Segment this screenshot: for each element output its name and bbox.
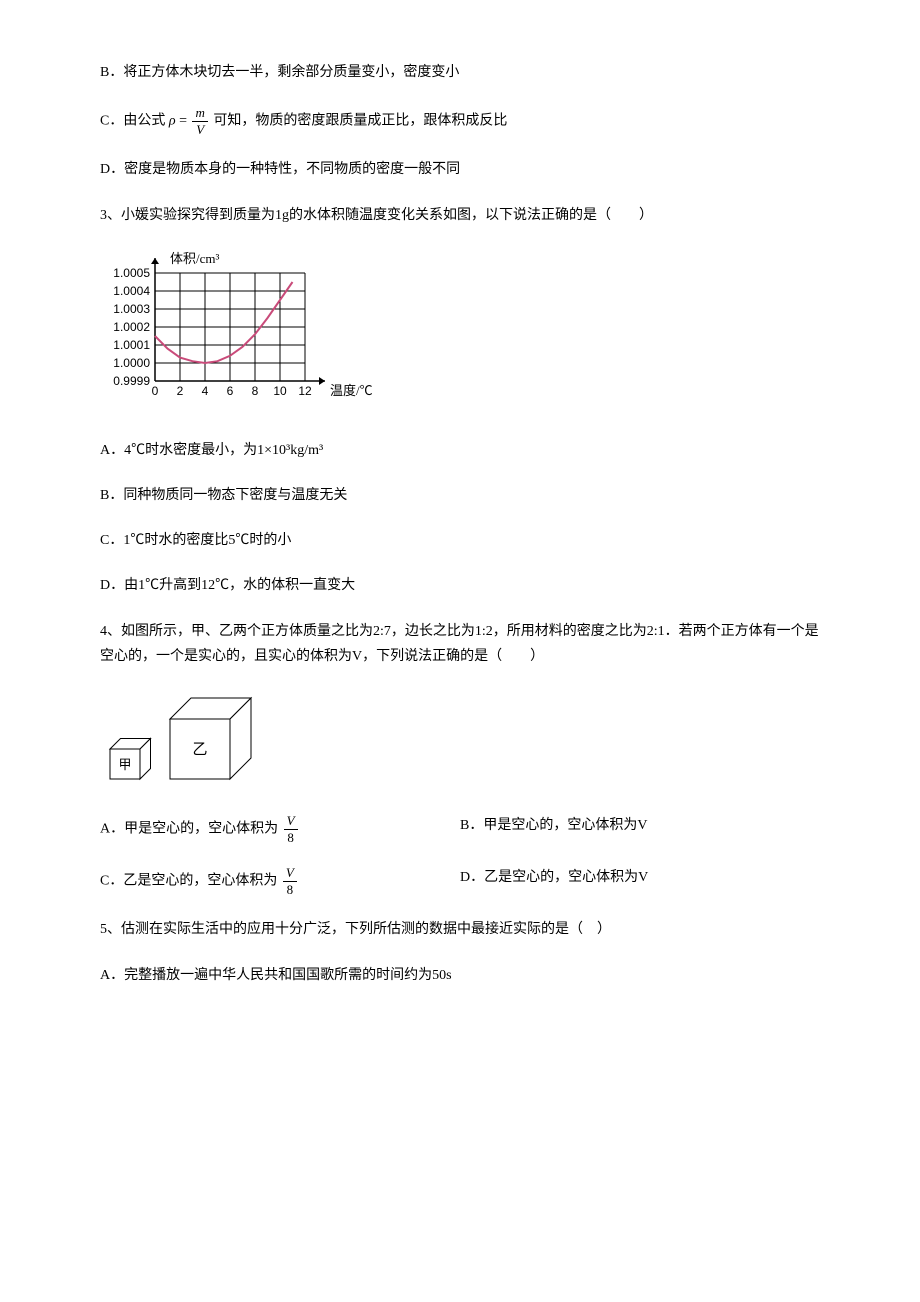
numerator: V (283, 865, 297, 882)
text-prefix: C．乙是空心的，空心体积为 (100, 874, 277, 889)
svg-text:10: 10 (273, 384, 287, 398)
q5-option-a: A．完整播放一遍中华人民共和国国歌所需的时间约为50s (100, 963, 820, 988)
text: D．由1℃升高到12℃，水的体积一直变大 (100, 578, 355, 593)
text-prefix: A．甲是空心的，空心体积为 (100, 821, 278, 836)
text: A．4℃时水密度最小，为1×10³kg/m³ (100, 443, 323, 458)
text: A．完整播放一遍中华人民共和国国歌所需的时间约为50s (100, 968, 452, 983)
svg-text:1.0003: 1.0003 (113, 302, 150, 316)
svg-text:8: 8 (252, 384, 259, 398)
svg-text:0.9999: 0.9999 (113, 374, 150, 388)
denominator: V (192, 122, 207, 138)
svg-text:乙: 乙 (192, 742, 207, 758)
text: 5、估测在实际生活中的应用十分广泛，下列所估测的数据中最接近实际的是（ ） (100, 922, 611, 937)
svg-text:温度/℃: 温度/℃ (330, 383, 373, 398)
eq: = (179, 114, 187, 129)
svg-text:6: 6 (227, 384, 234, 398)
fraction-v-8: V 8 (284, 813, 298, 845)
q2-option-c: C．由公式 ρ = m V 可知，物质的密度跟质量成正比，跟体积成反比 (100, 105, 820, 137)
numerator: m (192, 105, 207, 122)
svg-text:1.0002: 1.0002 (113, 320, 150, 334)
svg-text:1.0004: 1.0004 (113, 284, 150, 298)
text: D．密度是物质本身的一种特性，不同物质的密度一般不同 (100, 162, 460, 177)
denominator: 8 (283, 882, 297, 898)
q3-text: 3、小媛实验探究得到质量为1g的水体积随温度变化关系如图，以下说法正确的是（ ） (100, 203, 820, 228)
svg-text:1.0001: 1.0001 (113, 338, 150, 352)
fraction-m-v: m V (192, 105, 207, 137)
text: B．甲是空心的，空心体积为V (460, 818, 647, 833)
fraction-v-8: V 8 (283, 865, 297, 897)
numerator: V (284, 813, 298, 830)
q2-option-d: D．密度是物质本身的一种特性，不同物质的密度一般不同 (100, 157, 820, 182)
q5-text: 5、估测在实际生活中的应用十分广泛，下列所估测的数据中最接近实际的是（ ） (100, 917, 820, 942)
q2-option-b: B．将正方体木块切去一半，剩余部分质量变小，密度变小 (100, 60, 820, 85)
svg-text:体积/cm³: 体积/cm³ (170, 251, 219, 266)
text: 4、如图所示，甲、乙两个正方体质量之比为2:7，边长之比为1:2，所用材料的密度… (100, 624, 819, 664)
q4-cubes: 甲乙 (100, 689, 820, 798)
q4-option-b: B．甲是空心的，空心体积为V (460, 813, 820, 845)
rho: ρ (169, 114, 176, 129)
denominator: 8 (284, 830, 298, 846)
svg-text:1.0000: 1.0000 (113, 356, 150, 370)
svg-text:4: 4 (202, 384, 209, 398)
svg-text:甲: 甲 (118, 757, 131, 772)
text: C．1℃时水的密度比5℃时的小 (100, 533, 291, 548)
text: 3、小媛实验探究得到质量为1g的水体积随温度变化关系如图，以下说法正确的是（ ） (100, 208, 653, 223)
svg-text:2: 2 (177, 384, 184, 398)
text: B．将正方体木块切去一半，剩余部分质量变小，密度变小 (100, 65, 459, 80)
q3-option-c: C．1℃时水的密度比5℃时的小 (100, 528, 820, 553)
svg-text:12: 12 (298, 384, 312, 398)
q4-options: A．甲是空心的，空心体积为 V 8 B．甲是空心的，空心体积为V C．乙是空心的… (100, 813, 820, 917)
q4-option-d: D．乙是空心的，空心体积为V (460, 865, 820, 897)
q4-option-c: C．乙是空心的，空心体积为 V 8 (100, 865, 460, 897)
svg-text:1.0005: 1.0005 (113, 266, 150, 280)
text-suffix: 可知，物质的密度跟质量成正比，跟体积成反比 (213, 114, 507, 129)
svg-text:0: 0 (152, 384, 159, 398)
text: B．同种物质同一物态下密度与温度无关 (100, 488, 347, 503)
q4-option-a: A．甲是空心的，空心体积为 V 8 (100, 813, 460, 845)
q3-option-d: D．由1℃升高到12℃，水的体积一直变大 (100, 573, 820, 598)
q3-option-a: A．4℃时水密度最小，为1×10³kg/m³ (100, 438, 820, 463)
q4-text: 4、如图所示，甲、乙两个正方体质量之比为2:7，边长之比为1:2，所用材料的密度… (100, 619, 820, 669)
q3-chart: 0.9999 1.0000 1.0001 1.0002 1.0003 1.0004 1.00… (100, 248, 380, 418)
text-prefix: C．由公式 (100, 114, 165, 129)
q3-option-b: B．同种物质同一物态下密度与温度无关 (100, 483, 820, 508)
text: D．乙是空心的，空心体积为V (460, 870, 648, 885)
